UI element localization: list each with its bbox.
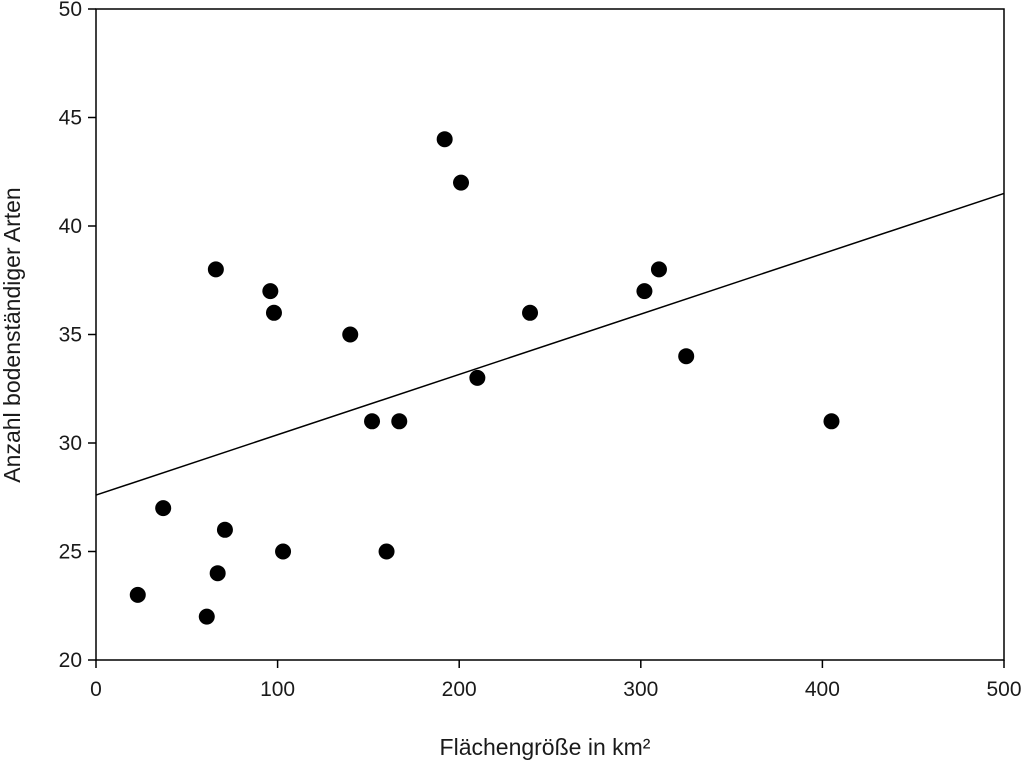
data-point (469, 369, 486, 386)
data-point (262, 283, 279, 300)
data-point (453, 174, 470, 191)
y-axis-title: Anzahl bodenständiger Arten (0, 187, 25, 482)
data-point (636, 283, 653, 300)
y-tick-label: 45 (59, 107, 82, 130)
regression-line (95, 192, 1005, 496)
data-point (678, 348, 695, 365)
data-point (155, 500, 172, 517)
x-tick-label: 500 (986, 678, 1021, 701)
x-axis: 0 100 200 300 400 500 (90, 660, 1022, 701)
data-point (522, 304, 539, 321)
y-axis: 20 25 30 35 40 45 50 (59, 0, 96, 672)
y-tick-label: 25 (59, 541, 82, 564)
data-point (216, 521, 233, 538)
plot-area (95, 8, 1005, 661)
trendline-group (95, 192, 1005, 496)
data-points (129, 131, 840, 625)
y-tick-label: 30 (59, 432, 82, 455)
data-point (198, 608, 215, 625)
data-point (342, 326, 359, 343)
y-tick-label: 35 (59, 324, 82, 347)
data-point (275, 543, 292, 560)
data-point (823, 413, 840, 430)
data-point (378, 543, 395, 560)
x-tick-label: 0 (90, 678, 102, 701)
y-tick-label: 50 (59, 0, 82, 21)
x-axis-title: Flächengröße in km² (440, 734, 651, 760)
data-point (207, 261, 224, 278)
x-tick-label: 400 (805, 678, 840, 701)
data-point (391, 413, 408, 430)
data-point (129, 586, 146, 603)
y-tick-label: 40 (59, 215, 82, 238)
data-point (265, 304, 282, 321)
plot-frame (95, 8, 1005, 661)
x-tick-label: 100 (260, 678, 295, 701)
data-point (436, 131, 453, 148)
data-point (209, 565, 226, 582)
x-tick-label: 300 (623, 678, 658, 701)
x-tick-label: 200 (442, 678, 477, 701)
y-tick-label: 20 (59, 649, 82, 672)
data-point (364, 413, 381, 430)
data-point (650, 261, 667, 278)
